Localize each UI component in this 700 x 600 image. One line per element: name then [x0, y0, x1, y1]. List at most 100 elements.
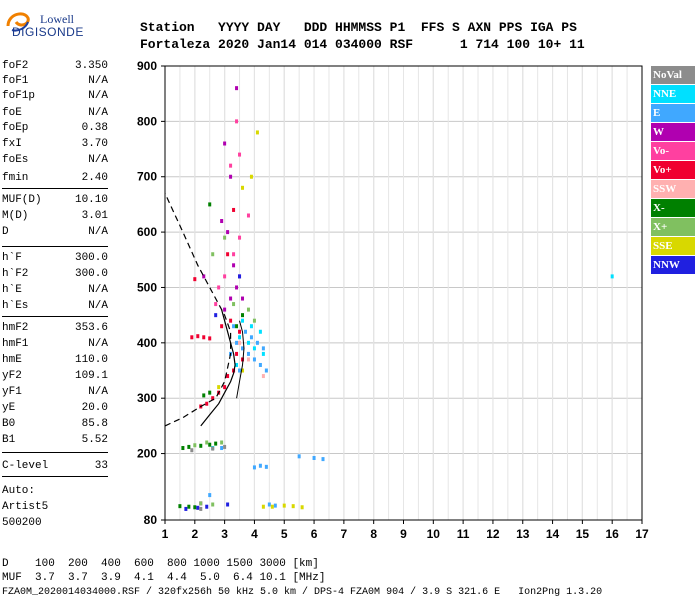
data-point [223, 307, 227, 312]
x-tick-label: 6 [311, 527, 318, 541]
y-tick-label: 600 [137, 225, 157, 239]
data-point [249, 174, 253, 179]
data-point [208, 390, 212, 395]
x-tick-label: 17 [635, 527, 649, 541]
data-point [217, 285, 221, 290]
data-point [190, 335, 194, 340]
param-separator [2, 316, 108, 317]
param-label: h`F2 [2, 268, 29, 280]
param-label: yF1 [2, 386, 22, 398]
data-point [211, 446, 215, 451]
data-point [238, 340, 242, 345]
param-label: foE [2, 107, 22, 119]
data-point [211, 502, 215, 507]
data-point [232, 302, 236, 307]
auto-label: Auto: [2, 485, 36, 497]
legend-item: W [651, 123, 695, 141]
param-value: 300.0 [74, 252, 108, 264]
data-point [232, 324, 236, 329]
param-label: yE [2, 402, 16, 414]
param-label: foF2 [2, 60, 29, 72]
data-point [241, 346, 245, 351]
electron-density-profile [200, 309, 236, 427]
param-row: hmF1 N/A [2, 338, 108, 352]
x-tick-label: 10 [427, 527, 441, 541]
data-point [261, 504, 265, 509]
data-point [202, 274, 206, 279]
data-point [264, 464, 268, 469]
logo-digisonde: DIGISONDE [12, 25, 84, 39]
param-row: yF2 109.1 [2, 370, 108, 384]
param-row: h`F 300.0 [2, 252, 108, 266]
data-point [193, 277, 197, 282]
data-point [214, 441, 218, 446]
param-value: 3.70 [81, 138, 108, 150]
logo-lowell: Lowell [40, 12, 74, 26]
param-label: hmE [2, 354, 22, 366]
x-tick-label: 9 [400, 527, 407, 541]
data-point [261, 374, 265, 379]
param-value: N/A [88, 226, 108, 238]
legend-item: Vo- [651, 142, 695, 160]
data-point [223, 444, 227, 449]
data-point [199, 443, 203, 448]
data-point [214, 302, 218, 307]
param-row: yF1 N/A [2, 386, 108, 400]
y-tick-label: 700 [137, 170, 157, 184]
auto-method: Artist5 [2, 501, 49, 513]
param-value: 300.0 [74, 268, 108, 280]
y-tick-label: 300 [137, 391, 157, 405]
x-tick-label: 5 [281, 527, 288, 541]
data-point [241, 318, 245, 323]
data-point [258, 362, 262, 367]
data-point [229, 296, 233, 301]
legend-item: X- [651, 199, 695, 217]
data-point [270, 504, 274, 509]
digisonde-swirl-icon [6, 12, 30, 32]
param-value: 0.38 [81, 122, 108, 134]
data-point [235, 86, 239, 91]
param-row: fmin 2.40 [2, 172, 108, 186]
data-point [264, 368, 268, 373]
param-label: foEp [2, 122, 29, 134]
param-row: foEs N/A [2, 154, 108, 168]
data-point [241, 296, 245, 301]
data-point [238, 329, 242, 334]
data-point [238, 235, 242, 240]
ionogram-chart: 1 2 3 4 5 6 7 8 9 10 11 12 13 14 15 16 17802003004005006… [137, 59, 649, 541]
y-tick-label: 800 [137, 114, 157, 128]
data-point [199, 506, 203, 511]
param-value: 109.1 [74, 370, 108, 382]
param-value: 2.40 [81, 172, 108, 184]
param-label: yF2 [2, 370, 22, 382]
data-point [211, 396, 215, 401]
param-value: N/A [88, 284, 108, 296]
data-point [273, 503, 277, 508]
data-point [208, 336, 212, 341]
param-label: fmin [2, 172, 29, 184]
data-point [220, 440, 224, 445]
footer-file-info: FZA0M_2020014034000.RSF / 320fx256h 50 k… [2, 587, 603, 598]
data-point [235, 285, 239, 290]
data-point [217, 385, 221, 390]
x-tick-label: 4 [251, 527, 258, 541]
data-point [246, 357, 250, 362]
param-label: B1 [2, 434, 16, 446]
data-point [252, 318, 256, 323]
data-point [208, 442, 212, 447]
data-point [241, 185, 245, 190]
legend-item: NNW [651, 256, 695, 274]
param-value: 3.350 [74, 60, 108, 72]
param-value: N/A [88, 90, 108, 102]
data-point [196, 505, 200, 510]
param-row: B0 85.8 [2, 418, 108, 432]
data-point [220, 219, 224, 224]
x-tick-label: 13 [516, 527, 530, 541]
data-point [241, 313, 245, 318]
footer-muf-row: MUF 3.7 3.7 3.9 4.1 4.4 5.0 6.4 10.1 [MH… [2, 572, 326, 584]
param-row: foF1p N/A [2, 90, 108, 104]
param-label: foEs [2, 154, 29, 166]
data-point [258, 329, 262, 334]
param-row: C-level 33 [2, 460, 108, 474]
param-separator [2, 452, 108, 453]
